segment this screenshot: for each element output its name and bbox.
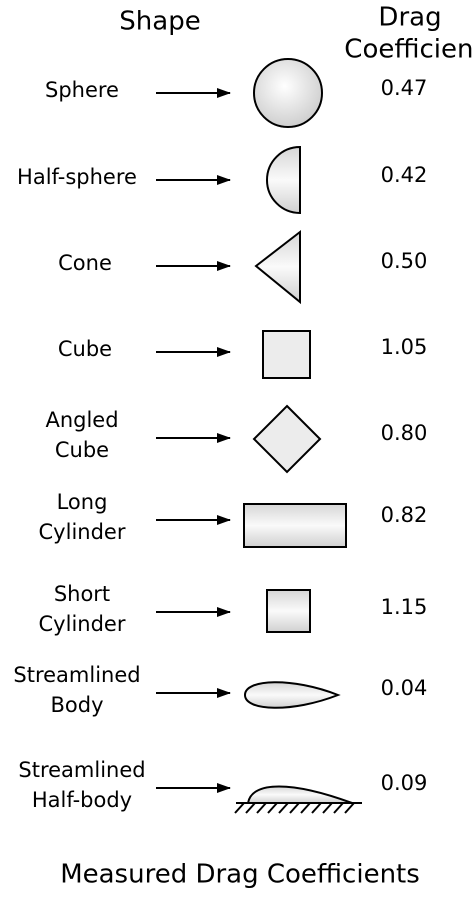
hatch xyxy=(278,802,289,814)
shape-label: Body xyxy=(50,693,103,717)
hatch xyxy=(267,802,278,814)
drag-coefficient: 1.05 xyxy=(381,335,428,359)
shape-label: Half-sphere xyxy=(17,165,137,189)
streamlined-half-body xyxy=(246,785,353,804)
hatch xyxy=(300,802,311,814)
hatch xyxy=(245,802,256,814)
shape-label: Sphere xyxy=(45,78,119,102)
drag-coefficient: 0.09 xyxy=(381,771,428,795)
streamlined-body xyxy=(243,681,341,709)
hatch xyxy=(333,802,344,814)
hatch xyxy=(344,802,355,814)
coefficient-header: Drag xyxy=(378,3,441,33)
drag-coefficient: 0.50 xyxy=(381,249,428,273)
short-cylinder xyxy=(266,589,311,633)
coefficient-header: Coefficient xyxy=(344,35,474,65)
hatch xyxy=(234,802,245,814)
drag-coefficient: 0.80 xyxy=(381,421,428,445)
hatch xyxy=(322,802,333,814)
shape-label: Cone xyxy=(58,251,112,275)
shape-label: Cube xyxy=(55,438,109,462)
shape-label: Long xyxy=(57,490,108,514)
drag-coefficient: 0.82 xyxy=(381,503,428,527)
drag-coefficient: 0.47 xyxy=(381,76,428,100)
hatch xyxy=(311,802,322,814)
sphere xyxy=(253,58,323,128)
footer-title: Measured Drag Coefficients xyxy=(60,860,420,890)
shape-label: Short xyxy=(54,582,110,606)
shape-label: Streamlined xyxy=(13,663,140,687)
shape-header: Shape xyxy=(119,7,200,37)
cube xyxy=(262,330,311,379)
shape-label: Cylinder xyxy=(39,612,126,636)
hatch xyxy=(289,802,300,814)
hatch xyxy=(256,802,267,814)
drag-coefficient: 0.42 xyxy=(381,163,428,187)
shape-label: Half-body xyxy=(32,788,132,812)
shape-label: Cylinder xyxy=(39,520,126,544)
angled-cube xyxy=(252,404,322,474)
drag-coefficient: 0.04 xyxy=(381,676,428,700)
drag-coefficient: 1.15 xyxy=(381,595,428,619)
shape-label: Streamlined xyxy=(18,758,145,782)
long-cylinder xyxy=(243,503,347,548)
ground xyxy=(234,802,362,814)
shape-label: Cube xyxy=(58,337,112,361)
half-sphere xyxy=(266,145,301,215)
cone xyxy=(254,229,301,305)
shape-label: Angled xyxy=(45,408,118,432)
